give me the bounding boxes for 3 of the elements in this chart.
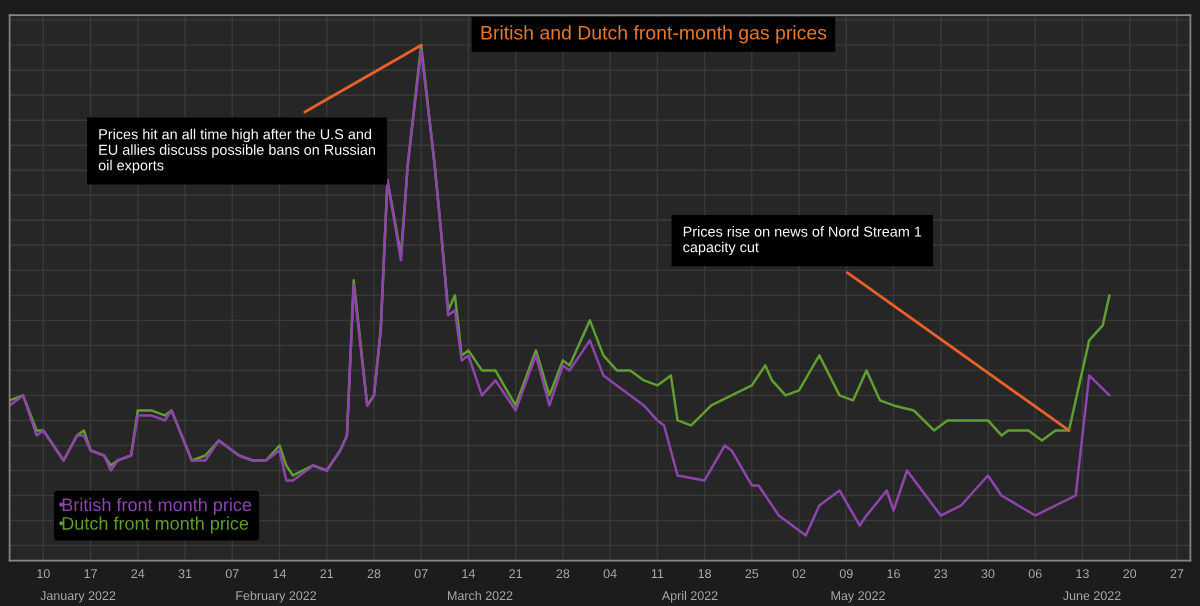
legend-label: British front month price xyxy=(62,497,252,515)
legend-label: Dutch front month price xyxy=(62,516,249,534)
chart-title: British and Dutch front-month gas prices xyxy=(481,25,827,44)
